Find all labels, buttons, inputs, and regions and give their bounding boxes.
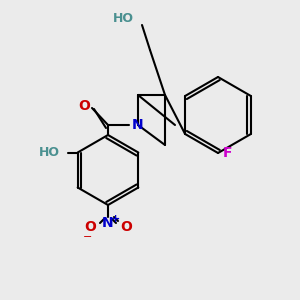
- Text: +: +: [111, 214, 121, 224]
- Text: HO: HO: [113, 13, 134, 26]
- Text: O: O: [78, 99, 90, 113]
- Text: O: O: [84, 220, 96, 234]
- Text: HO: HO: [39, 146, 60, 159]
- Text: O: O: [120, 220, 132, 234]
- Text: −: −: [83, 232, 93, 242]
- Text: N: N: [132, 118, 144, 132]
- Text: N: N: [102, 216, 114, 230]
- Text: F: F: [223, 146, 232, 160]
